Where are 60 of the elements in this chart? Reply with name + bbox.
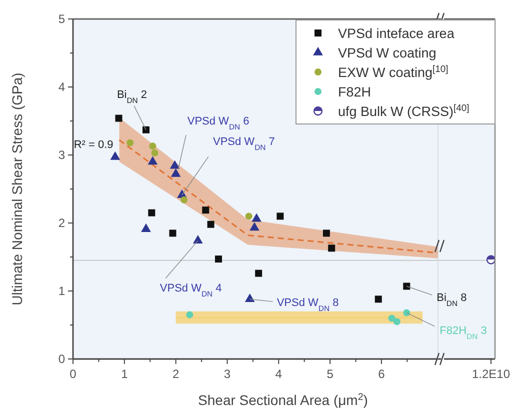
point — [403, 309, 410, 316]
point — [245, 212, 252, 220]
point — [374, 296, 382, 303]
point — [170, 168, 181, 177]
legend-label: EXW W coating$^{[10]}$ — [338, 64, 448, 80]
x-tick-label: 1.2E10 — [472, 367, 510, 381]
y-tick-label: 0 — [58, 352, 66, 366]
point — [388, 314, 396, 322]
x-tick-label: 4 — [275, 367, 282, 381]
point — [328, 244, 336, 252]
point — [148, 156, 158, 165]
point — [142, 126, 150, 134]
point — [244, 293, 255, 302]
point — [180, 196, 188, 204]
x-tick-label: 0 — [70, 367, 77, 381]
y-tick-label: 3 — [58, 148, 66, 162]
legend-label: F82H — [338, 84, 372, 100]
point — [148, 209, 156, 216]
legend-label: VPSd W coating — [338, 46, 436, 60]
y-tick-label: 2 — [58, 216, 66, 230]
annotation: VPSd W$_{DN}$ 6 — [187, 116, 250, 132]
point — [193, 234, 203, 244]
point — [207, 220, 214, 228]
point — [110, 151, 120, 160]
point — [115, 114, 122, 122]
point — [403, 282, 410, 290]
x-tick-label: 3 — [224, 367, 231, 381]
annotation: VPSd W$_{DN}$ 8 — [276, 297, 339, 313]
point — [214, 256, 222, 263]
point — [126, 139, 134, 146]
point — [149, 142, 156, 150]
x-axis-title: Shear Sectional Area (μm$^{2}$) — [198, 392, 368, 408]
point — [252, 213, 262, 222]
annotation: R² = 0.9 — [74, 139, 114, 152]
text: ufg Bulk W (CRSS)$^{[40]}$ — [338, 102, 470, 119]
annotation: F82H$_{DN}$ 3 — [440, 324, 487, 340]
point — [186, 311, 194, 318]
x-tick-label: 6 — [378, 367, 386, 381]
annotation: Bi$_{DN}$ 2 — [116, 88, 148, 104]
legend-label: VPSd inteface area — [338, 26, 455, 41]
point — [169, 230, 176, 237]
y-tick-label: 4 — [58, 80, 66, 94]
x-tick-label: 1 — [121, 367, 128, 381]
annotation: VPSd W$_{DN}$ 7 — [212, 136, 275, 152]
point — [141, 223, 151, 232]
point — [151, 149, 158, 156]
x-tick-label: 5 — [326, 367, 334, 381]
point — [276, 212, 284, 220]
y-tick-label: 1 — [58, 284, 66, 298]
point — [255, 270, 262, 277]
y-axis-title: Ultimate Nominal Shear Stress (GPa) — [9, 72, 25, 306]
x-tick-label: 2 — [172, 367, 180, 381]
point — [250, 222, 260, 231]
y-tick-label: 5 — [58, 12, 66, 26]
annotation: Bi$_{DN}$ 8 — [436, 292, 467, 308]
point — [322, 230, 330, 237]
point — [202, 206, 210, 214]
point — [393, 318, 400, 326]
annotation: VPSd W$_{DN}$ 4 — [160, 282, 222, 298]
point — [170, 160, 180, 169]
